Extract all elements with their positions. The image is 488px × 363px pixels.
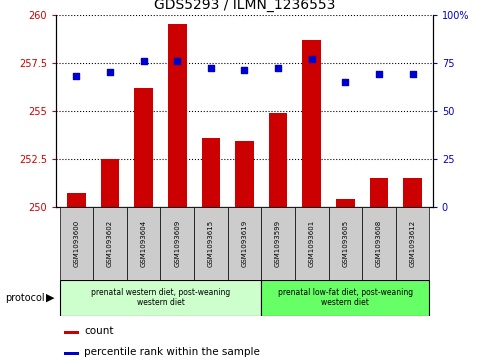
- Point: [206, 65, 214, 71]
- Bar: [60, 207, 93, 280]
- Bar: [302, 40, 320, 207]
- Text: GSM1093599: GSM1093599: [275, 220, 281, 267]
- Bar: [201, 138, 220, 207]
- Bar: [395, 207, 428, 280]
- Text: count: count: [84, 326, 114, 336]
- Text: protocol: protocol: [5, 293, 44, 303]
- Point: [408, 71, 416, 77]
- Point: [173, 58, 181, 64]
- Bar: [67, 193, 85, 207]
- Text: prenatal western diet, post-weaning
western diet: prenatal western diet, post-weaning west…: [91, 288, 230, 307]
- Point: [140, 58, 147, 64]
- Text: GSM1093619: GSM1093619: [241, 220, 247, 267]
- Bar: [194, 207, 227, 280]
- Text: GSM1093602: GSM1093602: [107, 220, 113, 267]
- Text: ▶: ▶: [45, 293, 54, 303]
- Point: [374, 71, 382, 77]
- Bar: [93, 207, 126, 280]
- Point: [307, 56, 315, 62]
- Bar: [294, 207, 328, 280]
- Bar: [101, 159, 119, 207]
- Bar: [60, 280, 261, 316]
- Point: [72, 73, 80, 79]
- Bar: [268, 113, 287, 207]
- Text: GSM1093608: GSM1093608: [375, 220, 381, 267]
- Bar: [261, 280, 428, 316]
- Bar: [235, 142, 253, 207]
- Title: GDS5293 / ILMN_1236553: GDS5293 / ILMN_1236553: [154, 0, 334, 12]
- Bar: [63, 331, 79, 334]
- Text: GSM1093612: GSM1093612: [409, 220, 415, 267]
- Bar: [403, 178, 421, 207]
- Bar: [335, 199, 354, 207]
- Bar: [126, 207, 160, 280]
- Text: GSM1093615: GSM1093615: [207, 220, 213, 267]
- Bar: [227, 207, 261, 280]
- Bar: [134, 87, 153, 207]
- Text: percentile rank within the sample: percentile rank within the sample: [84, 347, 260, 357]
- Text: GSM1093600: GSM1093600: [73, 220, 79, 267]
- Bar: [362, 207, 395, 280]
- Bar: [261, 207, 294, 280]
- Text: prenatal low-fat diet, post-weaning
western diet: prenatal low-fat diet, post-weaning west…: [277, 288, 412, 307]
- Text: GSM1093601: GSM1093601: [308, 220, 314, 267]
- Point: [274, 65, 282, 71]
- Bar: [63, 352, 79, 355]
- Bar: [369, 178, 387, 207]
- Bar: [160, 207, 194, 280]
- Text: GSM1093609: GSM1093609: [174, 220, 180, 267]
- Text: GSM1093605: GSM1093605: [342, 220, 347, 267]
- Bar: [328, 207, 362, 280]
- Point: [341, 79, 348, 85]
- Point: [106, 69, 114, 75]
- Point: [240, 68, 248, 73]
- Text: GSM1093604: GSM1093604: [141, 220, 146, 267]
- Bar: [168, 24, 186, 207]
